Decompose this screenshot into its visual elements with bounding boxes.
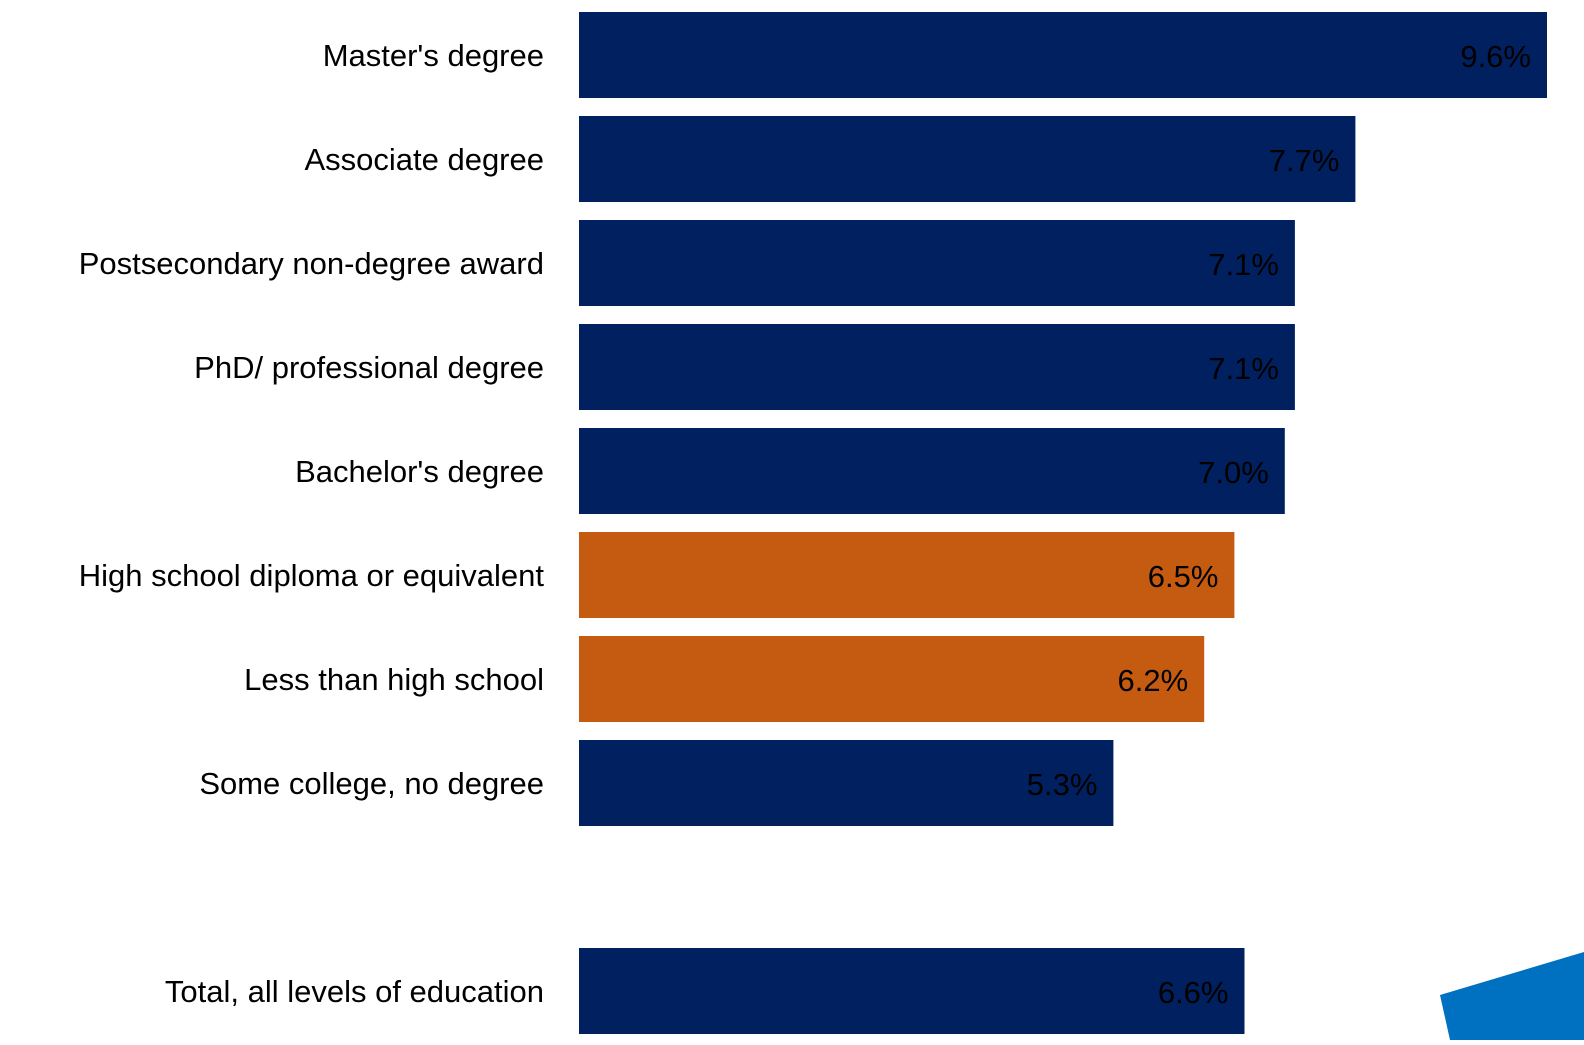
category-label-7: Some college, no degree [199, 766, 544, 801]
data-label-0: 9.6% [1460, 39, 1531, 74]
data-label-5: 6.5% [1148, 559, 1219, 594]
bar-1 [579, 116, 1356, 202]
category-label-2: Postsecondary non-degree award [79, 246, 544, 281]
category-label-1: Associate degree [304, 142, 544, 177]
category-label-8: Total, all levels of education [165, 974, 544, 1009]
bar-6 [579, 636, 1205, 722]
data-label-4: 7.0% [1198, 455, 1269, 490]
category-label-6: Less than high school [244, 662, 544, 697]
category-label-3: PhD/ professional degree [194, 350, 544, 385]
category-label-0: Master's degree [323, 38, 544, 73]
bar-2 [579, 220, 1295, 306]
category-label-5: High school diploma or equivalent [79, 558, 545, 593]
bar-8 [579, 948, 1245, 1034]
bar-0 [579, 12, 1547, 98]
data-label-3: 7.1% [1208, 351, 1279, 386]
data-label-1: 7.7% [1269, 143, 1340, 178]
bar-7 [579, 740, 1114, 826]
bar-4 [579, 428, 1285, 514]
data-label-6: 6.2% [1118, 663, 1189, 698]
bar-5 [579, 532, 1235, 618]
data-label-8: 6.6% [1158, 975, 1229, 1010]
data-label-2: 7.1% [1208, 247, 1279, 282]
corner-decoration-shape [1440, 952, 1584, 1040]
bar-3 [579, 324, 1295, 410]
category-label-4: Bachelor's degree [295, 454, 544, 489]
data-label-7: 5.3% [1027, 767, 1098, 802]
